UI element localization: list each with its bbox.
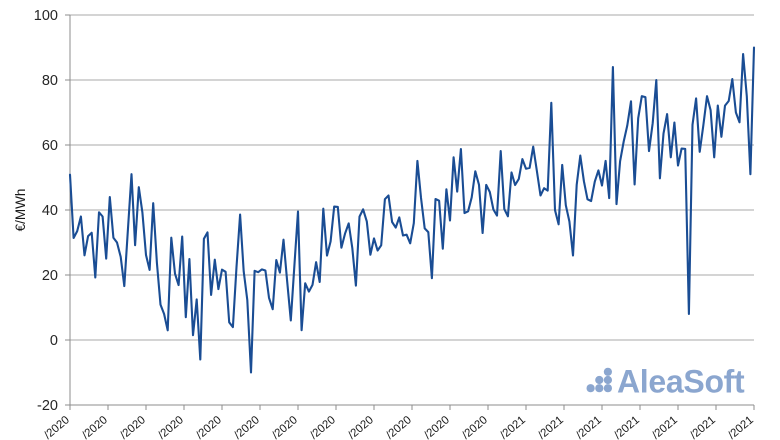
svg-text:0: 0 — [50, 333, 58, 349]
svg-text:60: 60 — [42, 138, 58, 154]
svg-text:100: 100 — [34, 8, 58, 24]
svg-text:AleaSoft: AleaSoft — [617, 364, 745, 400]
svg-text:40: 40 — [42, 203, 58, 219]
svg-text:-20: -20 — [37, 398, 58, 414]
svg-text:80: 80 — [42, 73, 58, 89]
svg-text:€/MWh: €/MWh — [13, 189, 28, 232]
svg-text:20: 20 — [42, 268, 58, 284]
